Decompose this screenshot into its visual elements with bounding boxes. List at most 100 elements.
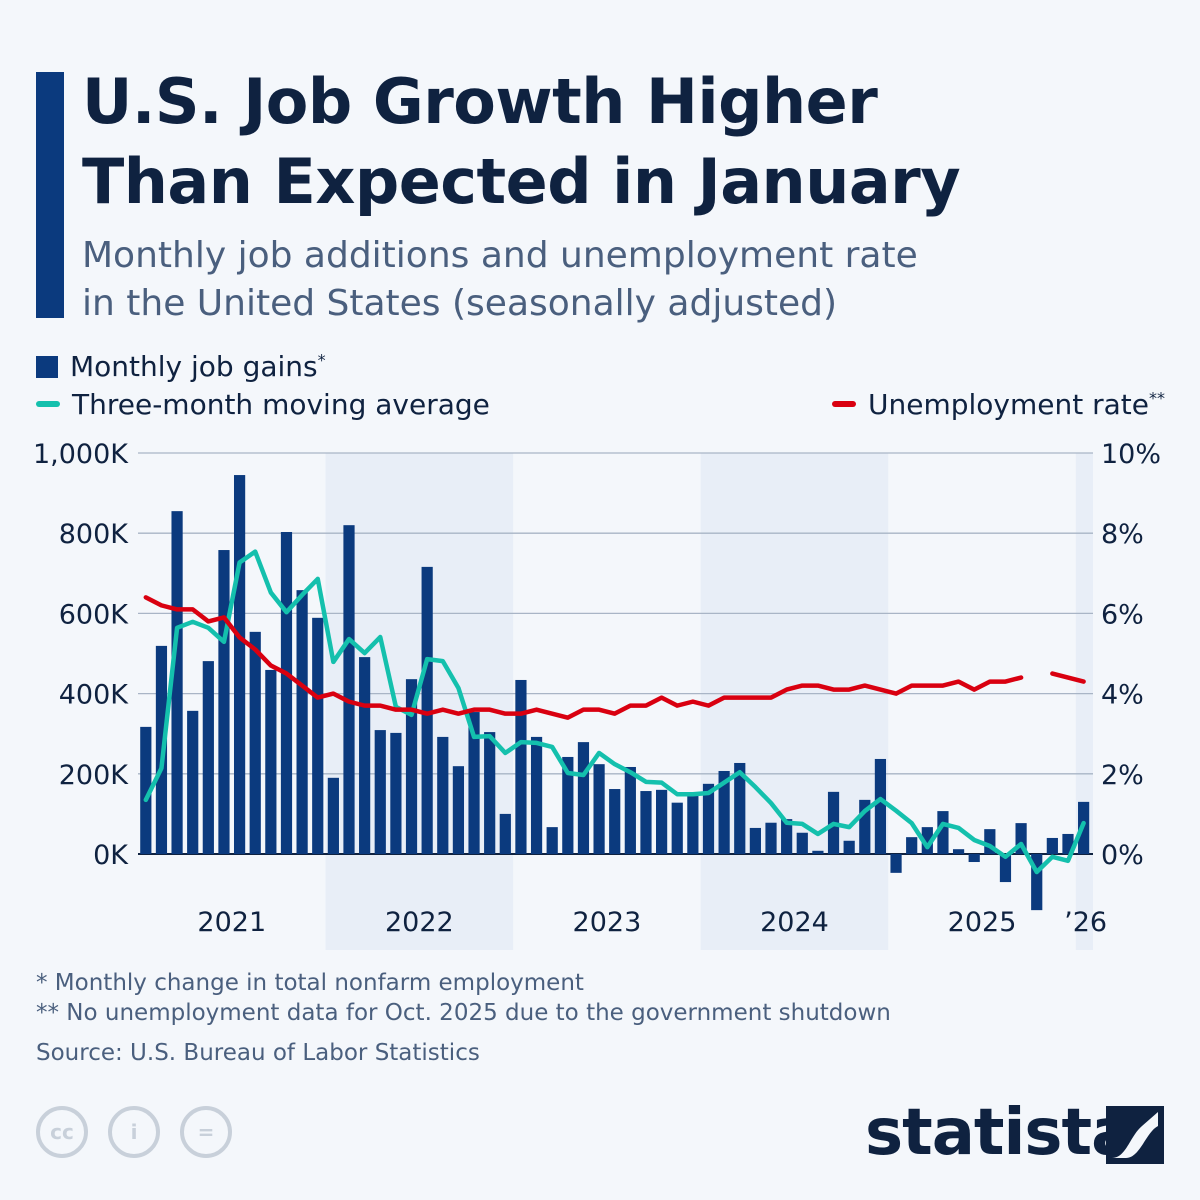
chart-subtitle: Monthly job additions and unemployment r… [82,232,918,328]
job-gains-bar [312,617,324,854]
title-line-2: Than Expected in January [82,145,961,218]
job-gains-bar [359,657,371,854]
job-gains-bar [718,770,730,854]
right-axis-tick-label: 6% [1101,599,1144,630]
job-gains-bar [765,822,777,854]
job-gains-bar [187,710,199,854]
legend-item-avg: Three-month moving average [36,388,490,421]
legend-label-avg: Three-month moving average [72,388,490,421]
right-axis-tick-label: 10% [1101,439,1161,470]
job-gains-bar [562,756,574,854]
job-gains-bar [749,827,761,854]
right-axis-tick-label: 8% [1101,519,1144,550]
job-gains-bar [968,854,980,863]
x-tick-label: 2022 [385,907,454,938]
job-gains-bar [265,669,277,854]
job-gains-bar [452,766,465,854]
job-gains-bar [390,732,402,854]
right-axis-tick-label: 0% [1101,840,1144,871]
job-gains-bar [781,819,793,854]
x-tick-label: 2023 [573,907,642,938]
job-gains-bar [734,762,746,854]
no-derivatives-icon[interactable]: = [180,1106,232,1158]
job-gains-bar [859,799,871,854]
legend-swatch-rate [832,401,856,407]
left-axis-tick-label: 200K [59,760,130,791]
job-gains-bar [593,764,605,854]
job-gains-bar [609,789,621,854]
x-tick-label: 2024 [760,907,829,938]
job-gains-bar [1031,854,1043,911]
statista-logo-mark-icon [1106,1106,1164,1164]
left-axis-tick-label: 0K [93,840,129,871]
legend-mark-rate: ** [1149,388,1165,408]
job-gains-bar [1046,837,1058,854]
footnote-2: ** No unemployment data for Oct. 2025 du… [36,1000,891,1026]
job-gains-bar [796,832,808,854]
job-gains-bar [530,736,543,854]
unemployment-rate-line [143,595,1024,720]
job-gains-bar [437,736,449,854]
right-axis-tick-label: 4% [1101,680,1144,711]
footnote-1: * Monthly change in total nonfarm employ… [36,970,584,996]
legend-label-rate: Unemployment rate [868,388,1149,421]
job-gains-bar [656,789,668,854]
job-gains-bar [374,730,386,854]
job-gains-bar [421,566,433,854]
job-gains-bar [921,827,933,854]
job-gains-bar [952,849,965,854]
job-gains-bar [218,550,230,854]
job-gains-bar [202,661,214,854]
job-gains-bar [843,840,855,854]
job-gains-bar [1015,823,1027,854]
statista-logo[interactable]: statista [865,1096,1134,1170]
title-line-1: U.S. Job Growth Higher [82,65,878,138]
year-shade-band [1075,453,1093,950]
job-gains-bar [171,511,183,854]
x-tick-label: 2021 [197,907,266,938]
job-gains-bar [140,726,152,854]
job-gains-bar [296,590,308,854]
job-gains-bar [484,732,496,854]
left-axis-tick-label: 600K [59,599,130,630]
job-gains-bar [468,712,480,854]
job-gains-bar [233,475,246,854]
job-gains-bar [640,791,652,854]
job-gains-bar [327,777,339,854]
job-gains-bar [812,850,824,854]
job-gains-bar [671,802,683,854]
attribution-icon[interactable]: i [108,1106,160,1158]
legend-item-rate: Unemployment rate** [832,388,1165,421]
job-gains-bar [890,854,902,873]
job-gains-bar [343,525,355,854]
job-gains-bar [874,758,887,854]
year-shade-band [700,453,889,950]
job-gains-bar [515,679,527,854]
job-gains-bar [937,811,949,854]
legend-label-bars: Monthly job gains [70,350,318,383]
job-gains-bar [280,531,293,854]
legend-swatch-avg [36,401,60,407]
subtitle-line-1: Monthly job additions and unemployment r… [82,235,918,276]
title-accent-bar [36,72,64,318]
legend-mark-bars: * [317,350,326,370]
job-gains-bar [577,742,590,854]
job-gains-bar [249,631,261,854]
x-tick-label: ’26 [1064,907,1107,938]
job-gains-bar [999,854,1012,883]
job-gains-bar [984,829,996,854]
x-tick-label: 2025 [948,907,1017,938]
job-gains-bar [546,827,558,854]
job-gains-bar [499,813,511,854]
right-axis-tick-label: 2% [1101,760,1144,791]
chart-title: U.S. Job Growth Higher Than Expected in … [82,62,961,222]
cc-icon[interactable]: cc [36,1106,88,1158]
left-axis-tick-label: 400K [59,680,130,711]
legend-swatch-bars [36,356,58,378]
job-gains-bar [702,783,715,854]
job-gains-bar [624,766,636,854]
left-axis-tick-label: 1,000K [33,439,129,470]
job-gains-bar [1062,833,1074,854]
legend-item-bars: Monthly job gains* [36,350,326,383]
